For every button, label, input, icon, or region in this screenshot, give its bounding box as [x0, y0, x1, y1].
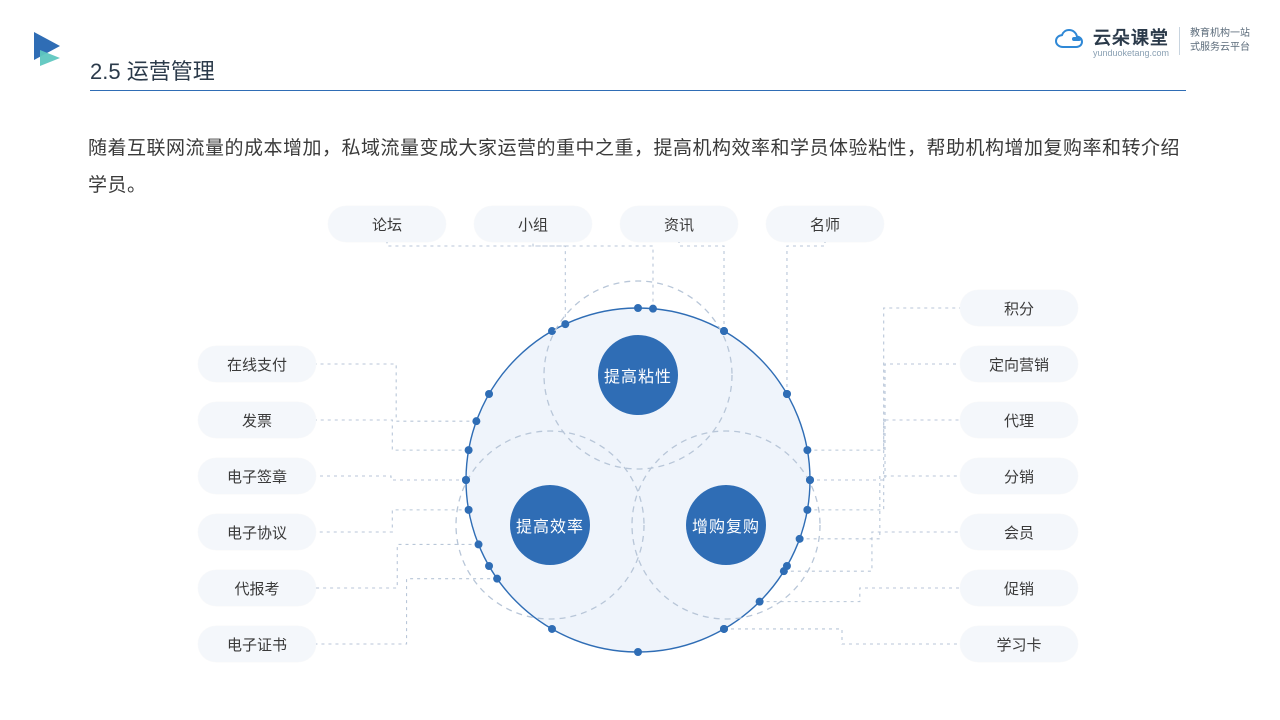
diagram-svg — [0, 190, 1280, 720]
brand-name: 云朵课堂 — [1093, 24, 1169, 50]
pill-group: 小组 — [474, 206, 592, 242]
brand-logo: 云朵课堂 yunduoketang.com 教育机构一站 式服务云平台 — [1053, 24, 1250, 58]
pill-esign: 电子签章 — [198, 458, 316, 494]
pill-forum: 论坛 — [328, 206, 446, 242]
hub-efficiency: 提高效率 — [510, 485, 590, 565]
pill-proxy: 代报考 — [198, 570, 316, 606]
pill-pay: 在线支付 — [198, 346, 316, 382]
pill-teacher: 名师 — [766, 206, 884, 242]
brand-sub: yunduoketang.com — [1093, 48, 1169, 58]
corner-icon — [30, 28, 72, 70]
section-title: 运营管理 — [127, 59, 215, 84]
pill-points: 积分 — [960, 290, 1078, 326]
pill-member: 会员 — [960, 514, 1078, 550]
pill-ecert: 电子证书 — [198, 626, 316, 662]
section-number: 2.5 — [90, 59, 121, 84]
hub-stickiness: 提高粘性 — [598, 335, 678, 415]
pill-eagree: 电子协议 — [198, 514, 316, 550]
hub-repurchase: 增购复购 — [686, 485, 766, 565]
pill-news: 资讯 — [620, 206, 738, 242]
pill-agent: 代理 — [960, 402, 1078, 438]
cloud-icon — [1053, 29, 1087, 53]
page-title: 2.5 运营管理 — [90, 54, 215, 86]
brand-tagline: 教育机构一站 式服务云平台 — [1179, 27, 1250, 55]
pill-promo: 促销 — [960, 570, 1078, 606]
title-rule — [90, 90, 1186, 91]
pill-targeted: 定向营销 — [960, 346, 1078, 382]
pill-dist: 分销 — [960, 458, 1078, 494]
pill-card: 学习卡 — [960, 626, 1078, 662]
diagram-stage: 论坛小组资讯名师在线支付发票电子签章电子协议代报考电子证书 积分定向营销代理分销会… — [0, 190, 1280, 720]
pill-invoice: 发票 — [198, 402, 316, 438]
